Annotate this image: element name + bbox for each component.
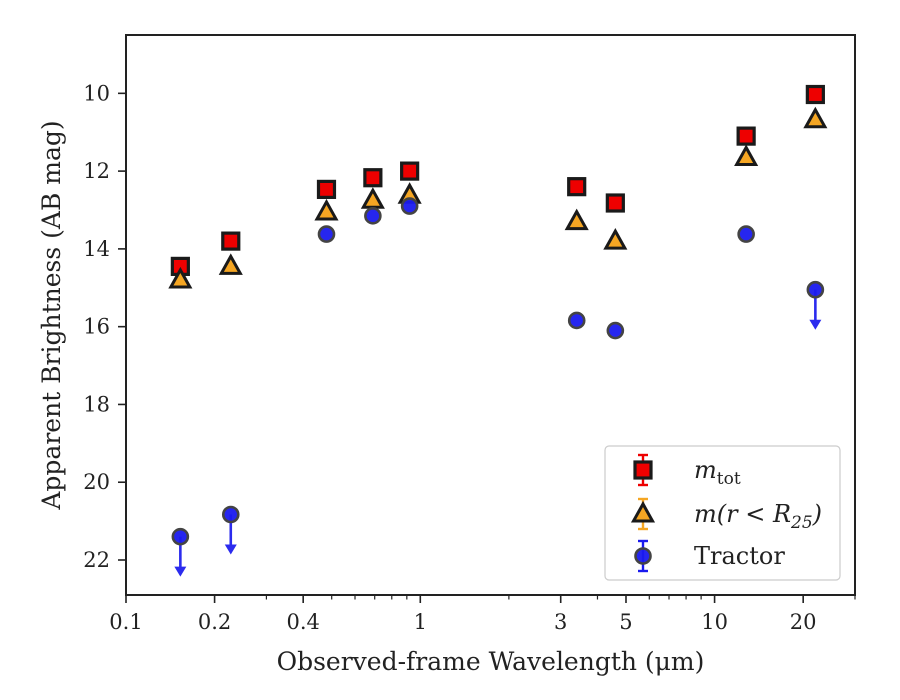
axis-ticks: 0.1 0.2 0.4 1 3 5 10 20 10 12 14 16 18 20 22 [83, 81, 856, 634]
mtot-point [221, 231, 241, 251]
y-tick-label: 14 [83, 237, 110, 261]
tractor-point [364, 207, 382, 225]
x-tick-label: 20 [790, 610, 817, 634]
legend-label-mtot: mtot [694, 456, 741, 489]
tractor-point [400, 197, 419, 215]
x-axis-label: Observed-frame Wavelength (μm) [277, 647, 705, 676]
mr25-point [218, 253, 243, 275]
y-tick-label: 10 [83, 81, 110, 105]
tractor-upper-limit-arrowhead [224, 544, 237, 555]
tractor-point [606, 321, 625, 340]
x-tick-label: 0.4 [286, 610, 319, 634]
data-marks [168, 84, 828, 577]
y-tick-label: 20 [83, 470, 110, 494]
mr25-point [734, 144, 759, 166]
legend-label-mr25: m(r < R25) [694, 500, 822, 533]
y-tick-label: 12 [83, 159, 110, 183]
tractor-point [567, 311, 586, 330]
y-tick-label: 22 [83, 548, 110, 572]
mtot-point [567, 177, 587, 197]
mtot-point [400, 161, 420, 181]
tractor-point [171, 527, 190, 546]
x-tick-label: 0.1 [109, 610, 142, 634]
mr25-point [803, 106, 828, 129]
tractor-point [806, 280, 825, 299]
mtot-point [805, 84, 825, 105]
tractor-upper-limit-arrowhead [809, 319, 822, 330]
y-tick-label: 16 [83, 315, 110, 339]
x-tick-label: 1 [414, 610, 427, 634]
mtot-point [605, 193, 625, 213]
mtot-point [316, 179, 337, 199]
plot-area-frame [125, 34, 856, 596]
tractor-point [737, 225, 755, 243]
mr25-point [603, 228, 628, 250]
legend-marker-mr25 [630, 500, 656, 523]
legend-box [604, 445, 841, 581]
y-axis-label: Apparent Brightness (AB mag) [37, 120, 66, 510]
legend-label-tractor: Tractor [694, 542, 785, 570]
mr25-point [564, 208, 589, 231]
legend-marker-mtot [633, 460, 653, 480]
x-tick-label: 5 [619, 610, 632, 634]
tractor-point [317, 225, 336, 243]
tractor-point [221, 505, 240, 524]
mtot-point [363, 168, 383, 188]
y-tick-label: 18 [83, 392, 110, 416]
legend-marker-tractor [634, 547, 652, 565]
tractor-upper-limit-arrowhead [174, 566, 187, 577]
mr25-point [314, 198, 339, 221]
x-tick-label: 3 [554, 610, 567, 634]
x-tick-label: 0.2 [198, 610, 231, 634]
mr25-point [168, 266, 193, 289]
legend: mtot m(r < R25) Tractor [604, 445, 841, 581]
mtot-point [736, 126, 756, 146]
x-tick-label: 10 [701, 610, 728, 634]
